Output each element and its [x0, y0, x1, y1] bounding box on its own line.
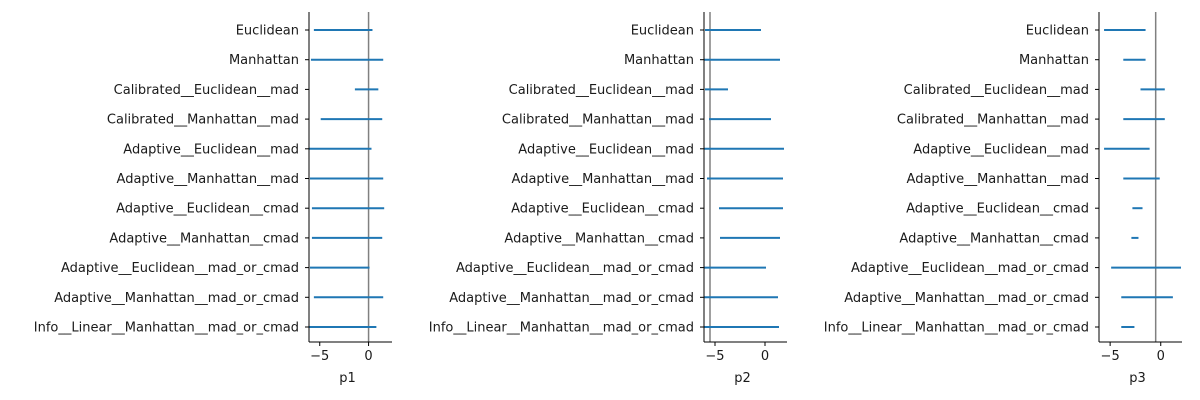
- y-tick-label: Manhattan: [229, 53, 299, 68]
- x-tick-label: 0: [1157, 349, 1165, 364]
- y-tick-label: Adaptive__Euclidean__cmad: [116, 202, 299, 217]
- y-tick-label: Adaptive__Manhattan__mad: [907, 172, 1089, 187]
- y-tick-label: Adaptive__Euclidean__mad: [518, 142, 694, 157]
- y-tick-label: Manhattan: [624, 53, 694, 68]
- x-axis-label: p2: [734, 371, 751, 386]
- chart-panel-p2: Euclidean Manhattan Calibrated__Euclidean_…: [429, 12, 787, 386]
- y-tick-label: Adaptive__Manhattan__mad: [512, 172, 694, 187]
- y-tick-label: Calibrated__Manhattan__mad: [107, 113, 299, 128]
- y-tick-label: Adaptive__Euclidean__cmad: [906, 202, 1089, 217]
- y-tick-label: Euclidean: [631, 24, 694, 39]
- y-tick-label: Adaptive__Euclidean__mad_or_cmad: [61, 261, 299, 276]
- y-tick-label: Adaptive__Euclidean__cmad: [511, 202, 694, 217]
- y-tick-label: Adaptive__Euclidean__mad_or_cmad: [456, 261, 694, 276]
- y-tick-label: Adaptive__Manhattan__mad_or_cmad: [449, 291, 694, 306]
- x-tick-label: 0: [761, 349, 769, 364]
- x-tick-label: −5: [705, 349, 724, 364]
- y-tick-label: Adaptive__Manhattan__cmad: [109, 231, 299, 246]
- chart-panel-p1: Euclidean Manhattan Calibrated__Euclidean_…: [34, 12, 392, 386]
- y-tick-label: Adaptive__Manhattan__cmad: [504, 231, 694, 246]
- y-tick-label: Euclidean: [1026, 24, 1089, 39]
- x-tick-label: −5: [1101, 349, 1120, 364]
- x-axis-label: p3: [1129, 371, 1146, 386]
- x-tick-label: −5: [310, 349, 329, 364]
- y-tick-label: Calibrated__Euclidean__mad: [114, 83, 299, 98]
- y-tick-label: Info__Linear__Manhattan__mad_or_cmad: [34, 321, 299, 336]
- y-tick-label: Calibrated__Euclidean__mad: [509, 83, 694, 98]
- y-tick-label: Adaptive__Manhattan__mad_or_cmad: [844, 291, 1089, 306]
- y-tick-label: Adaptive__Manhattan__mad: [117, 172, 299, 187]
- y-tick-label: Calibrated__Manhattan__mad: [897, 113, 1089, 128]
- y-tick-label: Info__Linear__Manhattan__mad_or_cmad: [429, 321, 694, 336]
- y-tick-label: Info__Linear__Manhattan__mad_or_cmad: [824, 321, 1089, 336]
- chart-panel-p3: Euclidean Manhattan Calibrated__Euclidean_…: [824, 12, 1182, 386]
- y-tick-label: Adaptive__Euclidean__mad: [123, 142, 299, 157]
- y-tick-label: Calibrated__Manhattan__mad: [502, 113, 694, 128]
- x-tick-label: 0: [364, 349, 372, 364]
- x-axis-label: p1: [339, 371, 356, 386]
- y-tick-label: Adaptive__Euclidean__mad: [913, 142, 1089, 157]
- y-tick-label: Adaptive__Manhattan__mad_or_cmad: [54, 291, 299, 306]
- y-tick-label: Adaptive__Manhattan__cmad: [899, 231, 1089, 246]
- y-tick-label: Euclidean: [236, 24, 299, 39]
- y-tick-label: Calibrated__Euclidean__mad: [904, 83, 1089, 98]
- y-tick-label: Adaptive__Euclidean__mad_or_cmad: [851, 261, 1089, 276]
- y-tick-label: Manhattan: [1019, 53, 1089, 68]
